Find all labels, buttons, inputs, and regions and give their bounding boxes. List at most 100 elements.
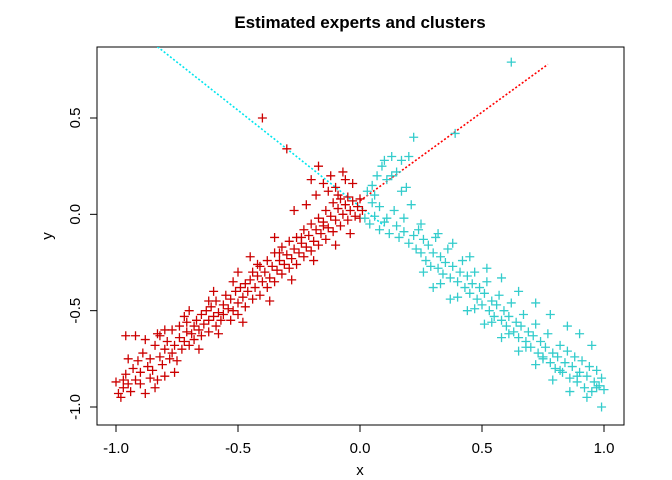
point-1-155: [160, 325, 170, 335]
point-2-119: [531, 298, 541, 308]
point-1-128: [345, 205, 355, 215]
point-1-44: [192, 315, 202, 325]
point-1-14: [135, 379, 145, 389]
point-1-19: [145, 354, 155, 364]
point-1-160: [170, 367, 180, 377]
point-1-85: [267, 261, 277, 271]
point-2-79: [545, 358, 555, 368]
point-2-48: [472, 294, 482, 304]
point-2-141: [521, 342, 531, 352]
point-1-124: [338, 209, 348, 219]
point-2-22: [409, 231, 419, 241]
point-1-38: [182, 327, 192, 337]
point-1-77: [253, 271, 263, 281]
point-1-5: [121, 331, 131, 341]
point-2-128: [497, 333, 507, 343]
data-points: [111, 57, 609, 412]
point-2-47: [470, 267, 480, 277]
point-2-94: [582, 371, 592, 381]
point-2-60: [501, 321, 511, 331]
point-2-113: [433, 229, 443, 239]
point-1-29: [165, 354, 175, 364]
expert-lines: [156, 47, 549, 227]
point-1-15: [138, 348, 148, 358]
point-2-35: [440, 258, 450, 267]
point-2-41: [455, 267, 465, 277]
point-1-158: [213, 329, 223, 339]
point-2-122: [575, 329, 585, 339]
point-2-127: [479, 319, 489, 329]
point-2-131: [548, 375, 558, 385]
point-2-137: [453, 292, 463, 302]
point-2-62: [506, 57, 516, 67]
point-1-79: [255, 261, 265, 271]
point-2-138: [470, 304, 480, 314]
point-1-66: [233, 298, 243, 308]
point-2-100: [597, 402, 607, 412]
point-1-105: [304, 231, 314, 241]
point-1-10: [131, 375, 141, 385]
point-1-33: [172, 356, 182, 366]
point-2-40: [453, 277, 463, 287]
point-1-27: [160, 371, 170, 381]
point-2-36: [443, 244, 453, 254]
point-1-134: [357, 205, 367, 215]
point-1-22: [152, 375, 162, 385]
point-2-11: [387, 152, 397, 162]
point-1-93: [282, 250, 292, 260]
point-1-112: [316, 229, 326, 239]
point-1-35: [174, 321, 184, 331]
point-2-2: [365, 219, 375, 229]
point-1-52: [206, 302, 216, 312]
point-2-29: [426, 261, 436, 271]
point-1-94: [284, 263, 294, 273]
point-2-82: [553, 352, 563, 362]
point-1-7: [123, 379, 133, 389]
point-1-120: [331, 215, 341, 225]
point-1-84: [265, 273, 275, 283]
point-2-139: [487, 317, 497, 327]
point-2-99: [594, 381, 604, 391]
point-2-102: [599, 385, 609, 395]
point-2-91: [575, 367, 585, 377]
point-1-169: [204, 296, 214, 306]
point-1-57: [216, 315, 226, 325]
point-2-49: [475, 283, 485, 293]
point-2-61: [504, 311, 514, 321]
point-1-168: [228, 277, 238, 287]
point-1-86: [270, 277, 280, 287]
point-1-20: [148, 365, 158, 375]
point-1-151: [245, 252, 255, 262]
point-2-52: [482, 277, 492, 287]
expert-line-2: [156, 47, 385, 227]
point-1-8: [126, 387, 136, 397]
y-axis: -1.0 -0.5 0.0 0.5: [67, 108, 98, 420]
point-2-129: [514, 346, 524, 356]
point-2-96: [587, 387, 597, 397]
point-1-103: [299, 225, 309, 235]
point-2-112: [416, 219, 426, 229]
point-1-171: [155, 331, 165, 341]
point-1-115: [321, 205, 331, 215]
point-1-122: [335, 221, 345, 231]
point-1-97: [289, 244, 299, 254]
point-1-68: [235, 283, 245, 293]
point-2-23: [411, 244, 421, 254]
point-2-8: [379, 217, 389, 227]
point-1-131: [353, 202, 363, 212]
point-2-114: [448, 238, 458, 248]
point-1-50: [204, 315, 214, 325]
point-1-163: [265, 296, 275, 306]
point-1-42: [189, 321, 199, 331]
point-2-46: [467, 279, 477, 289]
point-1-45: [194, 325, 204, 335]
point-1-60: [221, 290, 231, 300]
point-2-135: [418, 267, 428, 277]
point-1-36: [177, 344, 187, 354]
point-1-91: [277, 242, 287, 252]
point-2-20: [406, 200, 416, 210]
point-1-107: [306, 219, 316, 229]
point-2-130: [531, 360, 541, 370]
point-1-32: [170, 340, 180, 350]
point-1-123: [335, 194, 345, 204]
